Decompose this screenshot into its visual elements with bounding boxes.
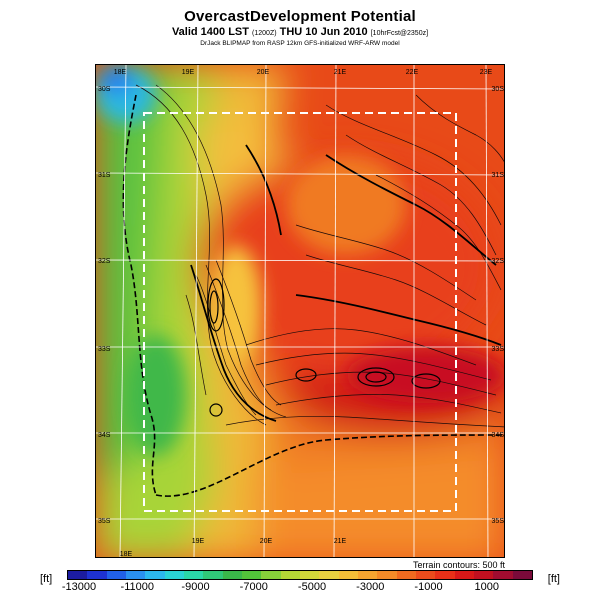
colorbar-swatch (203, 571, 223, 579)
valid-date: THU 10 Jun 2010 (279, 26, 368, 38)
colorbar-swatch (222, 571, 242, 579)
forecast-info: [10hrFcst@2350z] (370, 30, 429, 37)
colorbar-swatch (512, 571, 532, 579)
lat-label-right: 34S (492, 432, 505, 439)
lat-label-right: 33S (492, 346, 505, 353)
colorbar-swatch (493, 571, 513, 579)
coastline (122, 94, 157, 496)
lat-label-right: 30S (492, 86, 505, 93)
utc-time: (1200Z) (252, 30, 277, 37)
colorbar-tick-label: -1000 (414, 581, 443, 593)
lon-label-bottom: 20E (260, 538, 273, 545)
lat-label-left: 34S (98, 432, 111, 439)
inner-domain-box (143, 112, 457, 512)
colorbar-swatch (280, 571, 300, 579)
colorbar-swatch (145, 571, 165, 579)
colorbar (67, 570, 533, 580)
colorbar-swatch (125, 571, 146, 579)
colorbar-tick-label: -3000 (356, 581, 385, 593)
peak-contours (207, 278, 441, 417)
lat-label-left: 31S (98, 172, 111, 179)
colorbar-swatch (261, 571, 281, 579)
colorbar-tick-label: -7000 (239, 581, 268, 593)
lon-label-top: 20E (257, 69, 270, 76)
lon-label-top: 18E (114, 69, 127, 76)
valid-time: Valid 1400 LST (171, 26, 249, 38)
colorbar-tick-label: -13000 (61, 581, 97, 593)
lat-label-left: 30S (98, 86, 111, 93)
graticule (96, 65, 504, 557)
lat-label-right: 31S (492, 172, 505, 179)
colorbar-tick-label: -11000 (120, 581, 154, 593)
major-contours (190, 144, 502, 422)
lon-label-top: 22E (406, 69, 419, 76)
lon-label-bottom: 18E (120, 551, 133, 558)
colorbar-swatch (241, 571, 262, 579)
lon-label-top: 21E (334, 69, 347, 76)
map-title: OvercastDevelopment Potential (184, 8, 416, 25)
colorbar-swatch (435, 571, 455, 579)
colorbar-swatch (183, 571, 204, 579)
colorbar-swatch (357, 571, 378, 579)
model-credit: DrJack BLIPMAP from RASP 12km GFS-initia… (200, 40, 400, 47)
map-canvas: 18E 19E 20E 21E 22E 23E 18E 19E 20E 21E … (96, 65, 505, 558)
south-coastline (155, 434, 504, 497)
colorbar-swatch (338, 571, 358, 579)
map-subtitle: Valid 1400 LST (1200Z) THU 10 Jun 2010 [… (0, 26, 600, 38)
colorbar-labels: -13000 -11000 -9000 -7000 -5000 -3000 -1000 100… (62, 581, 533, 595)
lat-label-right: 35S (492, 518, 505, 525)
lat-label-left: 35S (98, 518, 111, 525)
colorbar-swatch (319, 571, 339, 579)
colorbar-unit-right: [ft] (547, 573, 560, 585)
colorbar-swatch (377, 571, 397, 579)
colorbar-swatch (396, 571, 416, 579)
forecast-map: 18E 19E 20E 21E 22E 23E 18E 19E 20E 21E … (95, 64, 505, 558)
terrain-contours (135, 84, 504, 428)
colorbar-swatch (106, 571, 126, 579)
colorbar-swatch (454, 571, 474, 579)
colorbar-tick-label: -5000 (297, 581, 327, 593)
colorbar-swatch (68, 571, 88, 579)
colorbar-tick-label: 1000 (474, 581, 499, 593)
lat-label-left: 32S (98, 258, 111, 265)
colorbar-swatch (87, 571, 107, 579)
lat-label-right: 32S (492, 258, 505, 265)
lon-label-top: 19E (182, 69, 195, 76)
colorbar-swatch (415, 571, 436, 579)
colorbar-swatch (164, 571, 184, 579)
colorbar-swatch (473, 571, 494, 579)
lon-label-bottom: 19E (192, 538, 205, 545)
colorbar-tick-label: -9000 (181, 581, 210, 593)
lat-label-left: 33S (98, 346, 111, 353)
contour-note: Terrain contours: 500 ft (412, 560, 505, 570)
lon-label-top: 23E (480, 69, 493, 76)
colorbar-unit-left: [ft] (40, 573, 53, 585)
colorbar-swatch (299, 571, 320, 579)
field-shading (96, 65, 504, 557)
lon-label-bottom: 21E (334, 538, 347, 545)
